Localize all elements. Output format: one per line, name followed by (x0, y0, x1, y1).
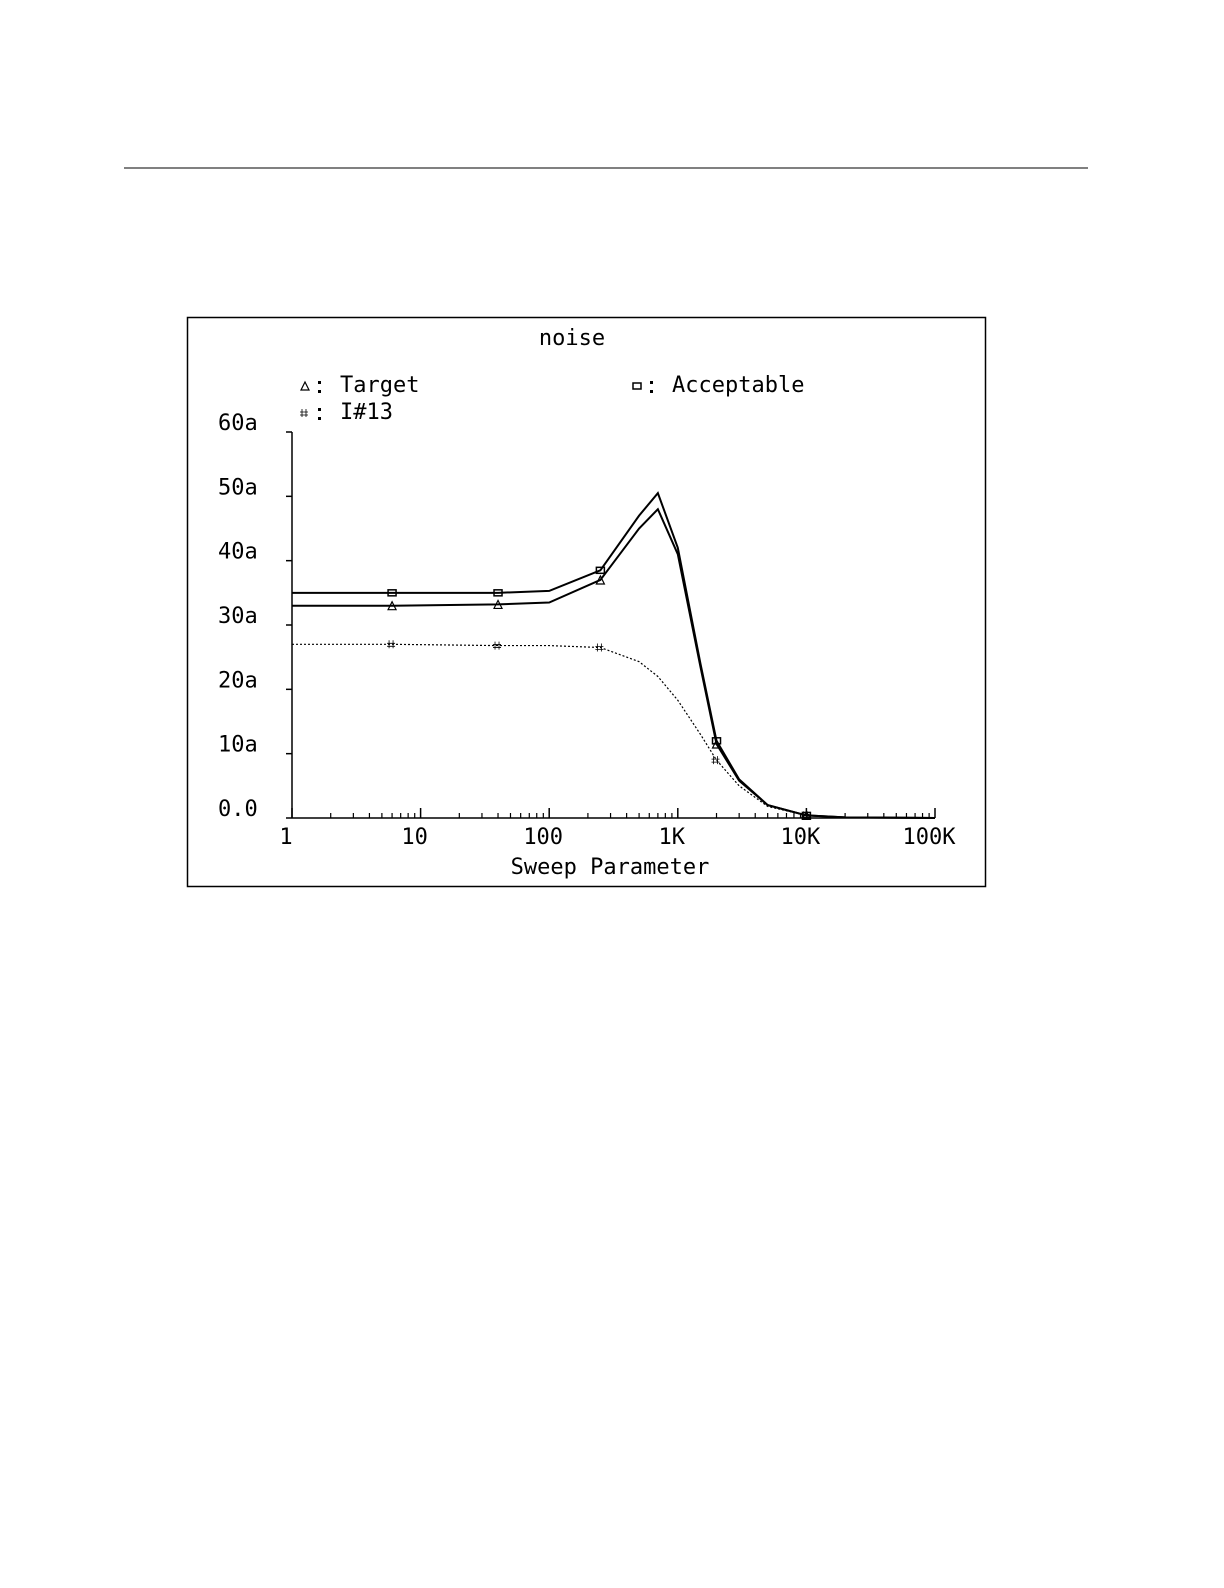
i13-marker (711, 756, 720, 765)
x-axis-label: Sweep Parameter (511, 855, 710, 880)
chart-title: noise (539, 326, 605, 351)
acceptable-marker (493, 589, 503, 597)
x-tick-label: 100K (903, 825, 957, 850)
x-tick-label: 1 (279, 825, 292, 850)
legend-label: Acceptable (672, 373, 804, 398)
x-tick-label: 10K (781, 825, 821, 850)
legend-colon-dot (650, 390, 653, 393)
chart-frame (186, 316, 987, 888)
y-tick-label: 0.0 (218, 797, 258, 822)
target-marker (300, 380, 310, 391)
y-tick-label: 60a (218, 411, 258, 436)
i13-marker (595, 643, 604, 652)
target-marker (493, 599, 503, 610)
y-tick-label: 50a (218, 475, 258, 500)
y-tick-label: 30a (218, 604, 258, 629)
i13-marker (300, 409, 308, 417)
y-tick-label: 20a (218, 668, 258, 693)
y-tick-label: 40a (218, 540, 258, 565)
series-line (292, 643, 936, 819)
acceptable-marker (632, 382, 642, 390)
legend-colon-dot (318, 390, 321, 393)
target-marker (387, 600, 398, 611)
i13-marker (387, 640, 396, 649)
legend-label: I#13 (340, 400, 393, 425)
x-tick-label: 1K (659, 825, 686, 850)
series-line (292, 491, 936, 819)
target-marker (595, 574, 606, 585)
legend-label: Target (340, 373, 419, 398)
legend-colon-dot (318, 381, 321, 384)
x-tick-label: 10 (401, 825, 428, 850)
legend-colon-dot (318, 408, 321, 411)
i13-marker (493, 641, 502, 650)
legend-colon-dot (318, 417, 321, 420)
i13-marker (801, 811, 810, 820)
acceptable-marker (387, 589, 397, 597)
y-tick-label: 10a (218, 733, 258, 758)
legend-colon-dot (650, 381, 653, 384)
series-line (292, 507, 936, 819)
acceptable-marker (711, 737, 722, 745)
acceptable-marker (595, 566, 606, 575)
x-tick-label: 100 (523, 825, 563, 850)
